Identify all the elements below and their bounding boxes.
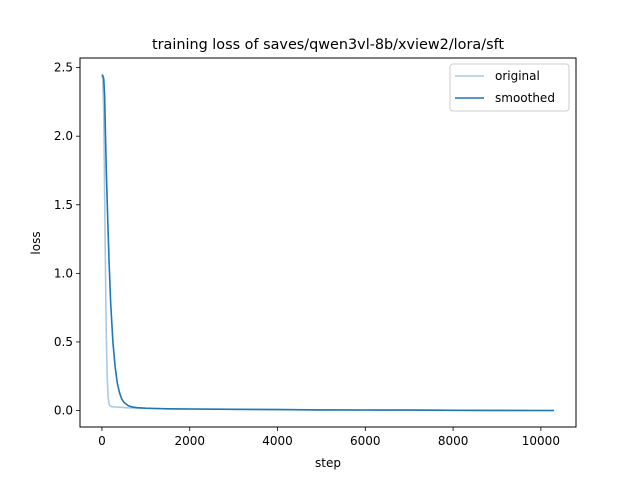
y-tick-label: 2.0 bbox=[54, 129, 73, 143]
axes-frame bbox=[79, 57, 577, 428]
legend: original smoothed bbox=[449, 63, 570, 112]
y-tick-label: 0.5 bbox=[54, 335, 73, 349]
x-tick-label: 6000 bbox=[350, 434, 381, 448]
x-tick-label: 10000 bbox=[522, 434, 560, 448]
x-tick-label: 4000 bbox=[262, 434, 293, 448]
y-tick-label: 1.0 bbox=[54, 266, 73, 280]
y-tick-label: 2.5 bbox=[54, 61, 73, 75]
y-axis-ticks: 0.0 0.5 1.0 1.5 2.0 2.5 bbox=[54, 61, 80, 418]
axes-background bbox=[80, 58, 576, 427]
legend-label-smoothed: smoothed bbox=[495, 91, 555, 105]
x-axis-label: step bbox=[315, 456, 341, 470]
x-tick-label: 2000 bbox=[174, 434, 205, 448]
x-tick-label: 0 bbox=[98, 434, 106, 448]
legend-label-original: original bbox=[495, 69, 540, 83]
series-layer bbox=[101, 74, 555, 412]
y-axis-label: loss bbox=[29, 231, 43, 254]
series-line-smoothed bbox=[101, 74, 555, 412]
plot-area bbox=[79, 57, 577, 428]
x-tick-label: 8000 bbox=[438, 434, 469, 448]
y-tick-label: 0.0 bbox=[54, 404, 73, 418]
x-axis-ticks: 0 2000 4000 6000 8000 10000 bbox=[98, 427, 560, 448]
chart-title: training loss of saves/qwen3vl-8b/xview2… bbox=[152, 37, 504, 53]
y-tick-label: 1.5 bbox=[54, 198, 73, 212]
